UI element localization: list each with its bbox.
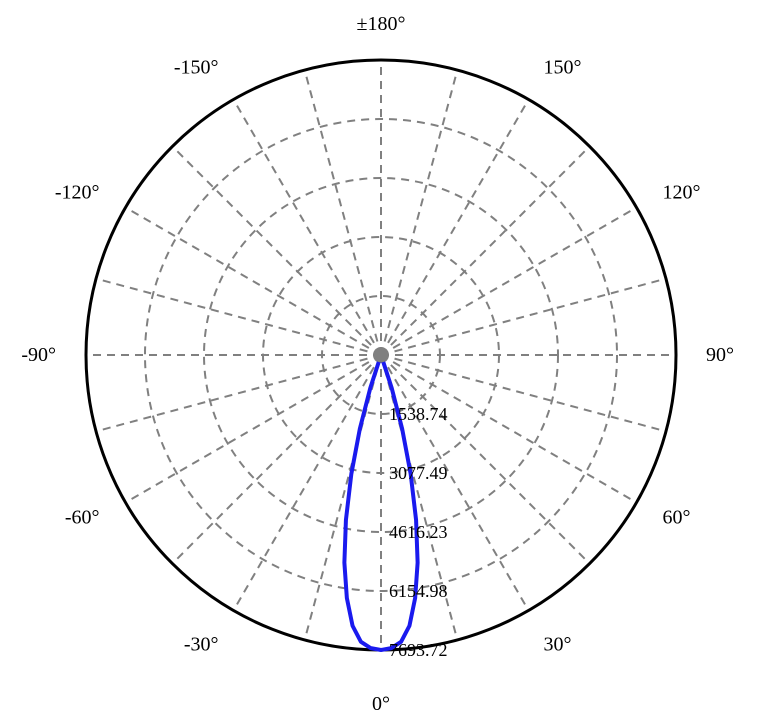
polar-chart: 1538.74 3077.49 4616.23 6154.98 7693.72 ±180°…	[0, 0, 763, 710]
radial-tick-label: 6154.98	[389, 581, 448, 601]
radial-tick-label: 3077.49	[389, 463, 448, 483]
radial-tick-label: 1538.74	[389, 404, 448, 424]
radial-tick-label: 4616.23	[389, 522, 448, 542]
angle-label: -30°	[184, 633, 219, 655]
center-dot	[374, 348, 388, 362]
angle-label: 120°	[662, 182, 700, 204]
angle-label: -150°	[174, 57, 219, 79]
angle-label: 30°	[544, 633, 572, 655]
radial-tick-label: 7693.72	[389, 640, 448, 660]
angle-label: 90°	[706, 344, 734, 366]
angle-label: -90°	[21, 344, 56, 366]
angle-label: -60°	[65, 507, 100, 529]
angle-label: ±180°	[357, 13, 406, 35]
angle-label: -120°	[55, 182, 100, 204]
angle-label: 150°	[544, 57, 582, 79]
angle-label: 60°	[662, 507, 690, 529]
angle-label: 0°	[372, 693, 390, 710]
